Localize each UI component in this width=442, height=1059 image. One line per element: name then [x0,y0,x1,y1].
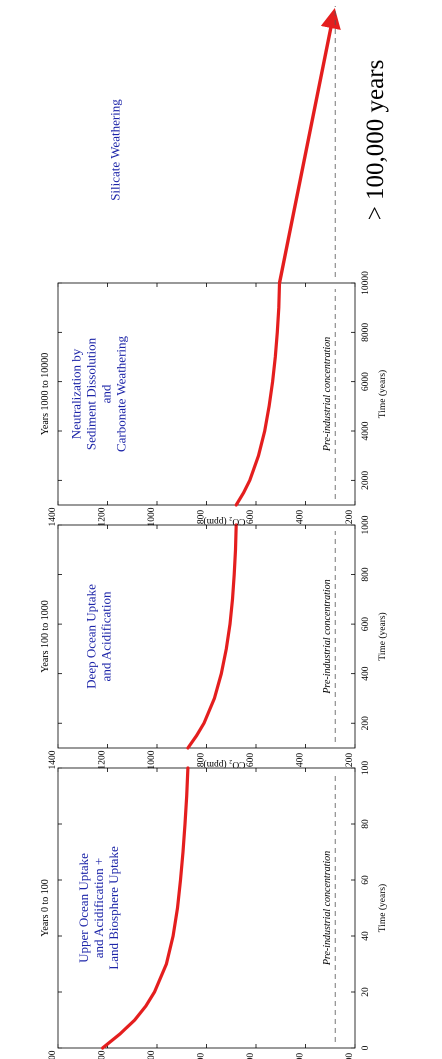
preindustrial-label: Pre-industrial concentration [322,579,333,694]
y-tick-label: 1000 [147,507,157,526]
x-tick-label: 2000 [361,471,371,490]
x-tick-label: 40 [361,931,371,941]
y-axis-label: CO₂ (ppm) [203,759,245,770]
x-tick-label: 600 [361,617,371,632]
x-tick-label: 1000 [361,515,371,534]
chart-panel-2: 200 400 600 800 1000 1200 1400 200 400 600 800 1000… [40,515,388,770]
y-tick-label: 600 [246,1053,256,1059]
timescale-label: > 100,000 years [362,60,389,221]
stage-annotation: Sediment Dissolution [84,337,99,450]
x-axis-label: Time (years) [377,884,388,932]
x-axis-label: Time (years) [377,612,388,660]
y-tick-label: 1400 [48,507,58,526]
y-tick-label: 800 [197,753,207,768]
y-tick-label: 200 [345,753,355,768]
x-tick-label: 20 [361,987,371,997]
x-tick-label: 800 [361,567,371,582]
stage-annotation: and Acidification [99,591,114,681]
x-tick-label: 60 [361,875,371,885]
co2-trend-arrow [277,8,341,284]
stage-annotation: Deep Ocean Uptake [84,584,99,689]
stage-annotation: Neutralization by [69,348,84,439]
x-tick-label: 8000 [361,323,371,342]
y-tick-label: 600 [246,510,256,525]
y-tick-label: 1000 [147,750,157,769]
co2-curve [234,281,282,507]
y-axis-label: CO₂ (ppm) [203,516,245,527]
chart-panel-1: 200 400 600 800 1000 1200 1400 0 20 40 60 80 100 Time… [40,761,388,1059]
x-axis-label: Time (years) [377,370,388,418]
y-tick-label: 400 [296,1053,306,1059]
y-tick-label: 200 [345,1053,355,1059]
x-tick-label: 400 [361,666,371,681]
stage-annotation: and [99,384,114,403]
y-tick-label: 1200 [98,750,108,769]
chart-panel-4: Silicate Weathering > 100,000 years [108,6,389,284]
y-tick-label: 600 [246,753,256,768]
y-tick-label: 800 [197,510,207,525]
x-tick-label: 4000 [361,421,371,440]
stage-annotation: Silicate Weathering [108,99,123,201]
stage-annotation: Carbonate Weathering [114,335,129,452]
stage-annotation: Upper Ocean Uptake [76,853,91,963]
y-tick-label: 800 [197,1053,207,1059]
chart-panel-3: 200 400 600 800 1000 1200 1400 2000 4000 6000 8000… [40,271,388,527]
co2-curve [186,523,238,750]
y-tick-label: 1200 [98,507,108,526]
panel-title: Years 0 to 100 [40,879,51,937]
x-tick-label: 100 [361,761,371,776]
x-tick-label: 80 [361,819,371,829]
y-tick-label: 400 [296,510,306,525]
x-tick-label: 10000 [361,271,371,295]
panel-title: Years 100 to 1000 [40,600,51,673]
y-tick-label: 400 [296,753,306,768]
y-tick-label: 1400 [48,750,58,769]
y-tick-label: 1400 [48,1050,58,1059]
y-tick-label: 200 [345,510,355,525]
x-tick-label: 200 [361,716,371,731]
co2-curve [101,766,190,1050]
preindustrial-label: Pre-industrial concentration [322,851,333,966]
x-tick-label: 6000 [361,372,371,391]
x-tick-label: 0 [361,1045,371,1050]
panel-title: Years 1000 to 10000 [40,353,51,436]
stage-annotation: and Acidification + [91,858,106,958]
preindustrial-label: Pre-industrial concentration [322,337,333,452]
stage-annotation: Land Biosphere Uptake [106,846,121,970]
y-tick-label: 1000 [147,1050,157,1059]
y-tick-label: 1200 [98,1050,108,1059]
